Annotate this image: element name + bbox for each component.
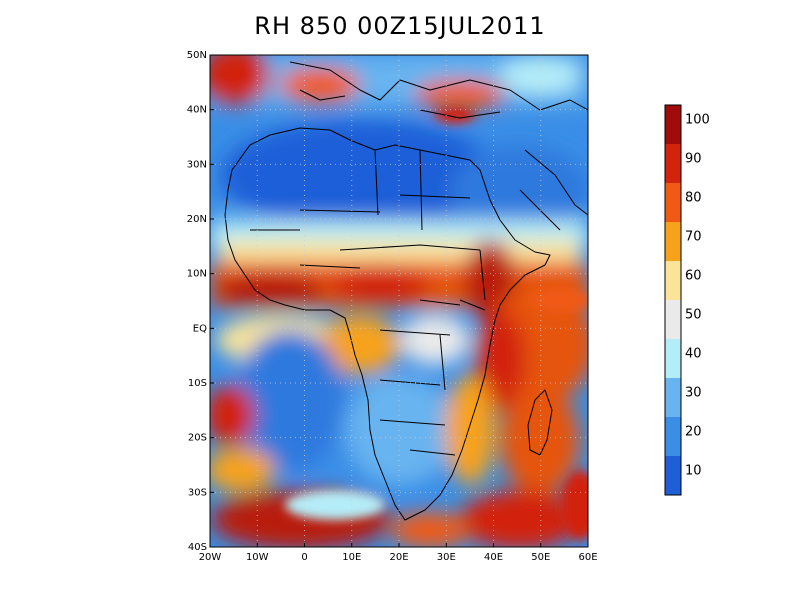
lon-tick-label: 50E bbox=[531, 552, 550, 563]
lat-tick-label: 40N bbox=[187, 105, 207, 116]
lon-tick-label: 60E bbox=[578, 552, 597, 563]
colorbar-label: 80 bbox=[685, 191, 702, 206]
lat-tick-label: 30N bbox=[187, 159, 207, 170]
colorbar-segment bbox=[665, 456, 681, 495]
lat-tick-label: 50N bbox=[187, 50, 207, 61]
gridlines bbox=[210, 55, 588, 547]
lon-tick-label: 0 bbox=[301, 552, 307, 563]
lat-tick-label: 30S bbox=[188, 487, 207, 498]
lat-tick-label: 20N bbox=[187, 214, 207, 225]
colorbar-segment bbox=[665, 339, 681, 378]
colorbar-segment bbox=[665, 300, 681, 339]
colorbar-label: 30 bbox=[685, 386, 702, 401]
colorbar-label: 40 bbox=[685, 347, 702, 362]
lon-tick-label: 10W bbox=[246, 552, 269, 563]
lat-tick-label: 10S bbox=[188, 378, 207, 389]
colorbar-frame bbox=[664, 104, 682, 496]
colorbar-label: 50 bbox=[685, 308, 702, 323]
colorbar-label: 20 bbox=[685, 425, 702, 440]
colorbar: 10 20 30 40 50 60 70 80 90 100 bbox=[664, 104, 710, 496]
lon-tick-label: 30E bbox=[437, 552, 456, 563]
colorbar-segment bbox=[665, 183, 681, 222]
lon-tick-label: 40E bbox=[484, 552, 503, 563]
map-title: RH 850 00Z15JUL2011 bbox=[254, 12, 546, 40]
colorbar-segment bbox=[665, 105, 681, 144]
colorbar-segment bbox=[665, 144, 681, 183]
latitude-axis: 50N 40N 30N 20N 10N EQ 10S 20S 30S 40S bbox=[187, 50, 214, 553]
colorbar-segment bbox=[665, 222, 681, 261]
colorbar-segment bbox=[665, 261, 681, 300]
longitude-axis: 20W 10W 0 10E 20E 30E 40E 50E 60E bbox=[199, 543, 598, 563]
colorbar-label: 100 bbox=[685, 113, 710, 128]
colorbar-label: 70 bbox=[685, 230, 702, 245]
colorbar-label: 90 bbox=[685, 152, 702, 167]
colorbar-label: 10 bbox=[685, 464, 702, 479]
colorbar-label: 60 bbox=[685, 269, 702, 284]
lat-tick-label: 40S bbox=[188, 542, 207, 553]
coastlines bbox=[224, 61, 588, 521]
humidity-field bbox=[210, 55, 588, 547]
lon-tick-label: 10E bbox=[342, 552, 361, 563]
lat-tick-label: EQ bbox=[193, 323, 207, 334]
colorbar-segment bbox=[665, 417, 681, 456]
lat-tick-label: 20S bbox=[188, 433, 207, 444]
lon-tick-label: 20W bbox=[199, 552, 222, 563]
colorbar-segment bbox=[665, 378, 681, 417]
lat-tick-label: 10N bbox=[187, 269, 207, 280]
lon-tick-label: 20E bbox=[389, 552, 408, 563]
